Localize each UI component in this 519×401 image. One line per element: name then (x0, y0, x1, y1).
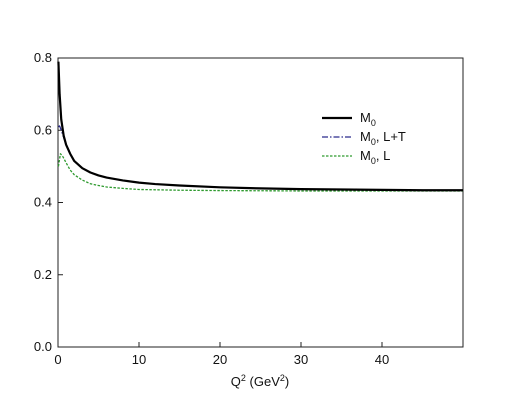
y-tick-label: 0.6 (34, 122, 52, 137)
x-tick-label: 20 (213, 352, 227, 367)
x-tick-label: 0 (54, 352, 61, 367)
y-tick-label: 0.2 (34, 267, 52, 282)
series-line-0 (57, 61, 463, 192)
x-axis-title: Q2 (GeV2) (231, 373, 289, 389)
series-line-2 (57, 153, 463, 192)
legend-label-2: M0, L (360, 148, 390, 166)
series-lines (57, 61, 463, 192)
axis-ticks: 0.0 0.2 0.4 0.6 0.8 0 10 20 30 40 (34, 50, 389, 367)
legend-label-1: M0, L+T (360, 129, 406, 147)
legend-label-0: M0 (360, 110, 376, 128)
plot-frame (57, 57, 464, 348)
y-tick-label: 0.8 (34, 50, 52, 65)
x-tick-label: 30 (294, 352, 308, 367)
y-tick-label: 0.4 (34, 195, 52, 210)
x-tick-label: 10 (132, 352, 146, 367)
x-tick-label: 40 (375, 352, 389, 367)
y-tick-label: 0.0 (34, 339, 52, 354)
